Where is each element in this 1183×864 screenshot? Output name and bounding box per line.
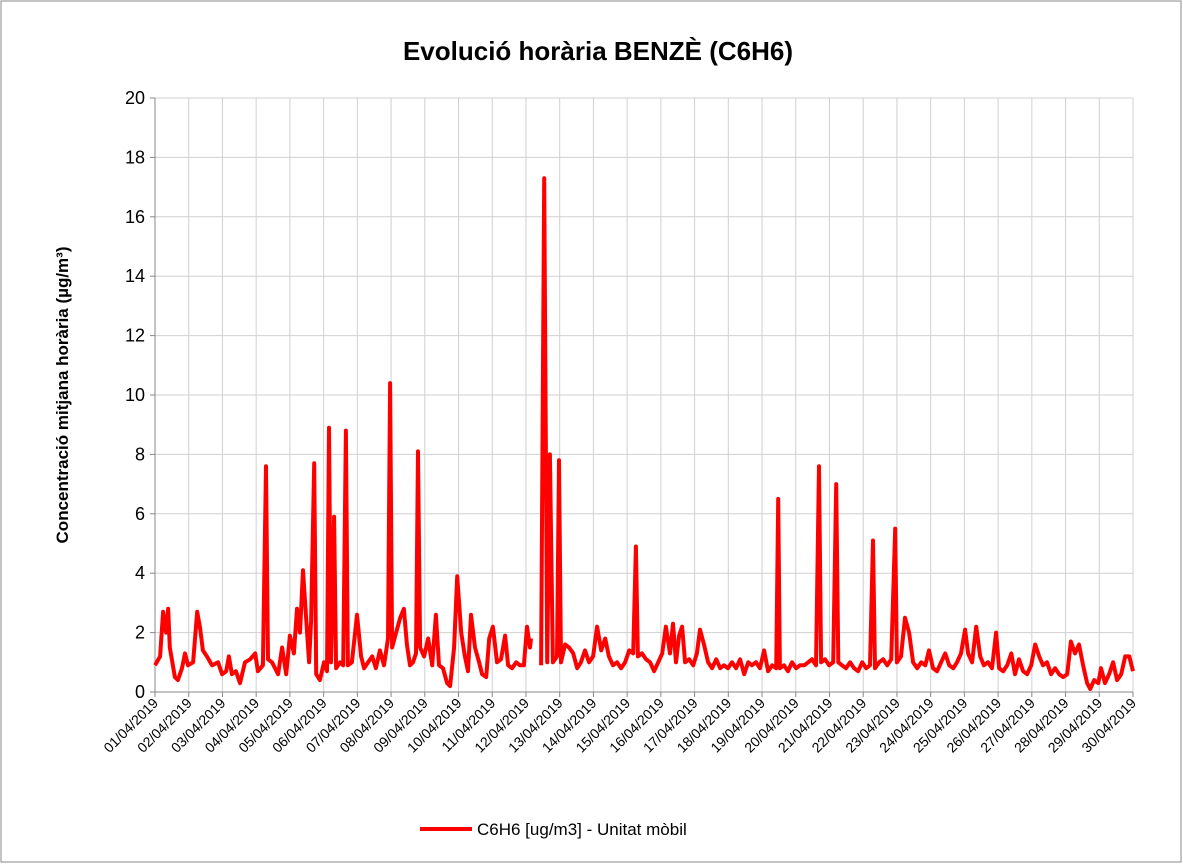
y-tick-label: 14 bbox=[125, 266, 145, 286]
y-tick-label: 6 bbox=[135, 504, 145, 524]
y-tick-label: 10 bbox=[125, 385, 145, 405]
y-tick-label: 4 bbox=[135, 563, 145, 583]
y-tick-label: 12 bbox=[125, 326, 145, 346]
y-axis-label: Concentració mitjana horària (µg/m³) bbox=[53, 247, 72, 544]
legend-label: C6H6 [ug/m3] - Unitat mòbil bbox=[477, 820, 687, 839]
chart-title: Evolució horària BENZÈ (C6H6) bbox=[403, 36, 793, 66]
y-tick-label: 18 bbox=[125, 147, 145, 167]
y-tick-label: 2 bbox=[135, 623, 145, 643]
y-tick-label: 8 bbox=[135, 444, 145, 464]
y-tick-label: 0 bbox=[135, 682, 145, 702]
data-line bbox=[153, 176, 1135, 691]
y-tick-label: 20 bbox=[125, 88, 145, 108]
y-tick-label: 16 bbox=[125, 207, 145, 227]
